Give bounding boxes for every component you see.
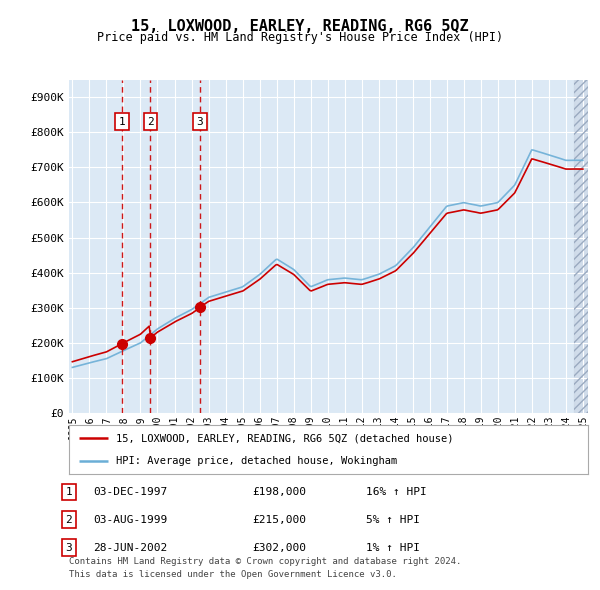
Text: 16% ↑ HPI: 16% ↑ HPI: [366, 487, 427, 497]
Bar: [574, 80, 588, 413]
Text: 15, LOXWOOD, EARLEY, READING, RG6 5QZ: 15, LOXWOOD, EARLEY, READING, RG6 5QZ: [131, 19, 469, 34]
Text: 1: 1: [65, 487, 73, 497]
Text: 15, LOXWOOD, EARLEY, READING, RG6 5QZ (detached house): 15, LOXWOOD, EARLEY, READING, RG6 5QZ (d…: [116, 433, 453, 443]
Text: 2: 2: [65, 515, 73, 525]
Text: £198,000: £198,000: [252, 487, 306, 497]
Bar: [574, 80, 588, 413]
Text: HPI: Average price, detached house, Wokingham: HPI: Average price, detached house, Woki…: [116, 455, 397, 466]
Text: £215,000: £215,000: [252, 515, 306, 525]
Text: 03-DEC-1997: 03-DEC-1997: [93, 487, 167, 497]
Text: 3: 3: [65, 543, 73, 552]
Text: Contains HM Land Registry data © Crown copyright and database right 2024.: Contains HM Land Registry data © Crown c…: [69, 558, 461, 566]
Text: 3: 3: [196, 117, 203, 127]
Text: £302,000: £302,000: [252, 543, 306, 552]
Text: 5% ↑ HPI: 5% ↑ HPI: [366, 515, 420, 525]
Text: 1% ↑ HPI: 1% ↑ HPI: [366, 543, 420, 552]
Text: 28-JUN-2002: 28-JUN-2002: [93, 543, 167, 552]
Text: This data is licensed under the Open Government Licence v3.0.: This data is licensed under the Open Gov…: [69, 571, 397, 579]
Text: Price paid vs. HM Land Registry's House Price Index (HPI): Price paid vs. HM Land Registry's House …: [97, 31, 503, 44]
Text: 2: 2: [147, 117, 154, 127]
Text: 1: 1: [119, 117, 125, 127]
Text: 03-AUG-1999: 03-AUG-1999: [93, 515, 167, 525]
